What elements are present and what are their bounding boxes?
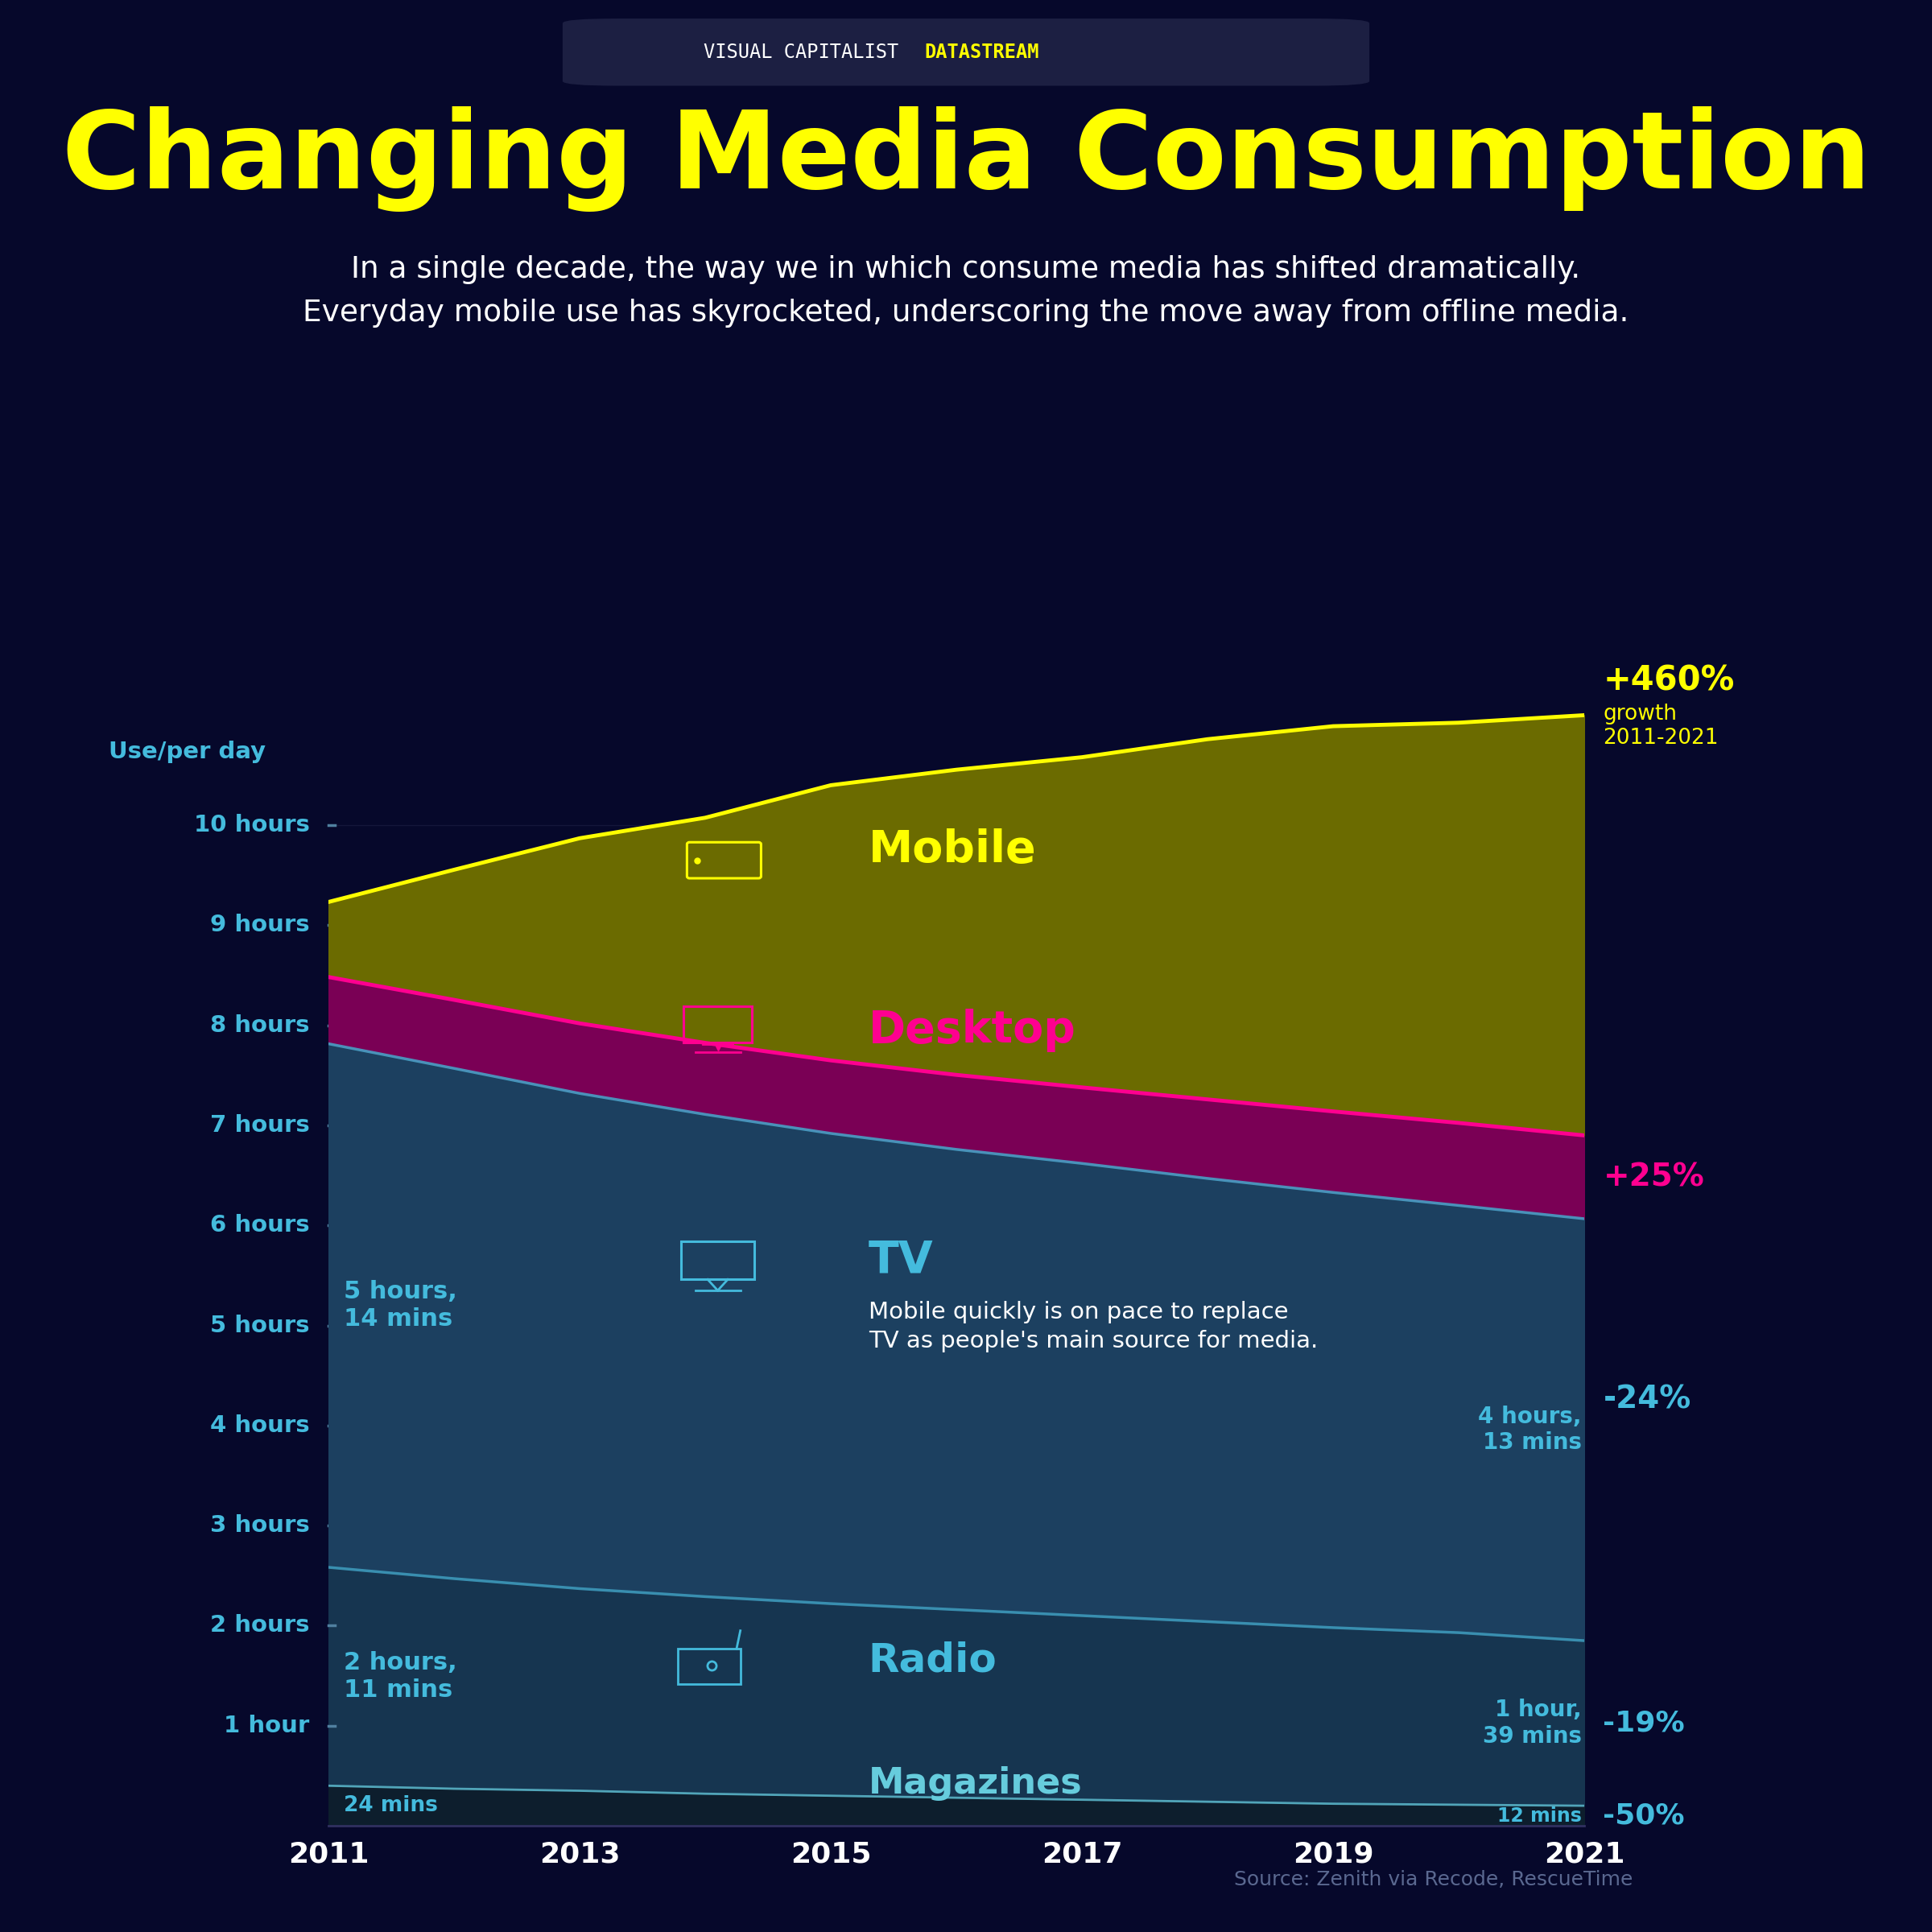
Text: 5 hours,
14 mins: 5 hours, 14 mins <box>344 1281 456 1331</box>
Text: growth
2011-2021: growth 2011-2021 <box>1604 703 1719 748</box>
Text: In a single decade, the way we in which consume media has shifted dramatically.
: In a single decade, the way we in which … <box>303 255 1629 328</box>
Text: 24 mins: 24 mins <box>344 1795 437 1816</box>
Text: +25%: +25% <box>1604 1161 1704 1192</box>
Text: On average, people open their
smartphones 58 times a day.: On average, people open their smartphone… <box>867 891 1227 943</box>
Text: -19%: -19% <box>1604 1710 1685 1737</box>
Text: 4 hours,
13 mins: 4 hours, 13 mins <box>1478 1405 1582 1455</box>
Text: 2 hours: 2 hours <box>211 1615 309 1636</box>
Text: 3 hours: 3 hours <box>211 1515 309 1536</box>
Text: Mobile quickly is on pace to replace
TV as people's main source for media.: Mobile quickly is on pace to replace TV … <box>867 1300 1318 1352</box>
Text: 6 hours: 6 hours <box>211 1213 309 1236</box>
Text: 7 hours: 7 hours <box>211 1115 309 1136</box>
Text: Source: Zenith via Recode, RescueTime: Source: Zenith via Recode, RescueTime <box>1235 1870 1633 1889</box>
Text: 2 hours,
11 mins: 2 hours, 11 mins <box>344 1652 456 1702</box>
Text: -24%: -24% <box>1604 1385 1690 1414</box>
Text: 4 hours: 4 hours <box>211 1414 309 1437</box>
Text: Magazines: Magazines <box>867 1766 1082 1801</box>
Text: 10 hours: 10 hours <box>193 813 309 837</box>
Text: 1 hour: 1 hour <box>224 1714 309 1737</box>
Text: 1 hour,
39 mins: 1 hour, 39 mins <box>1482 1698 1582 1748</box>
Text: Radio: Radio <box>867 1642 997 1681</box>
Text: -50%: -50% <box>1604 1803 1685 1830</box>
Text: 45 mins: 45 mins <box>344 927 452 951</box>
Text: 4 hours,
12 mins: 4 hours, 12 mins <box>1478 900 1582 951</box>
Text: 50 mins: 50 mins <box>1482 1165 1582 1188</box>
Bar <box>682 1242 753 1279</box>
Bar <box>678 1648 740 1683</box>
Text: 9 hours: 9 hours <box>211 914 309 937</box>
Text: Desktop: Desktop <box>867 1009 1076 1053</box>
Text: VISUAL CAPITALIST: VISUAL CAPITALIST <box>703 43 910 62</box>
FancyBboxPatch shape <box>562 19 1370 85</box>
Text: Changing Media Consumption: Changing Media Consumption <box>62 106 1870 213</box>
Text: +460%: +460% <box>1604 663 1735 697</box>
Text: Use/per day: Use/per day <box>108 740 267 763</box>
Text: 8 hours: 8 hours <box>211 1014 309 1037</box>
Bar <box>684 1007 752 1043</box>
Text: Mobile: Mobile <box>867 829 1036 871</box>
Text: 12 mins: 12 mins <box>1497 1806 1582 1826</box>
Text: 5 hours: 5 hours <box>211 1314 309 1337</box>
Text: TV: TV <box>867 1238 933 1283</box>
Text: DATASTREAM: DATASTREAM <box>923 43 1039 62</box>
Text: 40 mins: 40 mins <box>344 999 452 1022</box>
